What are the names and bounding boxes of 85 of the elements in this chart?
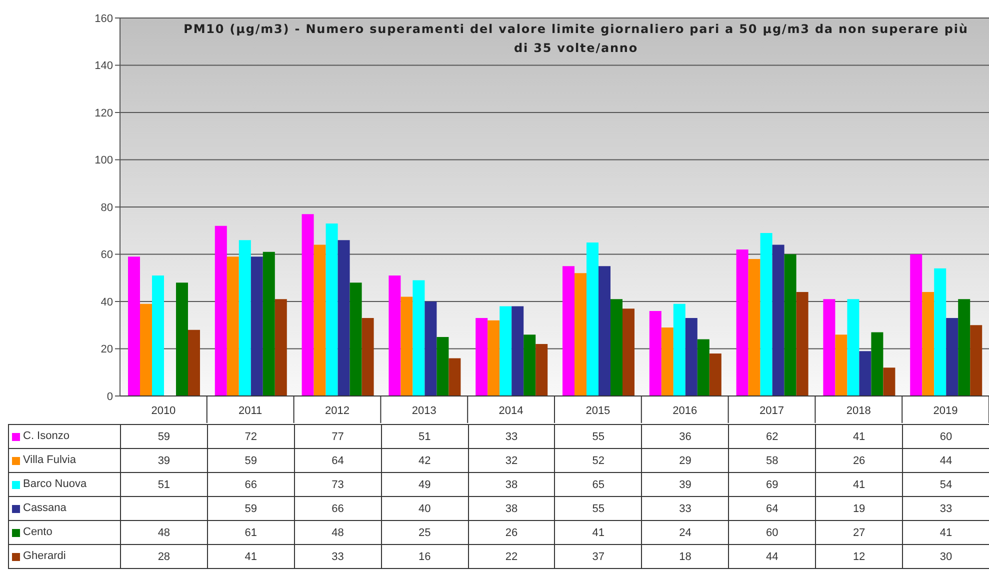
legend-label: Barco Nuova — [23, 478, 87, 491]
x-tick-label: 2019 — [933, 405, 958, 417]
x-tick-label: 2015 — [586, 405, 610, 417]
data-label: 51 — [120, 472, 208, 496]
data-label: 38 — [468, 472, 555, 496]
data-label: 41 — [816, 424, 903, 448]
data-label: 29 — [642, 448, 729, 472]
data-label: 59 — [120, 424, 208, 448]
data-label: 51 — [381, 424, 468, 448]
data-label: 19 — [816, 496, 903, 520]
legend-label: Cento — [23, 526, 52, 539]
y-tick-label: 0 — [106, 390, 113, 403]
x-tick-label: 2014 — [498, 405, 524, 417]
data-label: 55 — [554, 496, 642, 520]
data-label: 66 — [207, 472, 294, 496]
data-label: 49 — [381, 472, 468, 496]
y-tick-label: 100 — [94, 154, 113, 167]
y-tick-label: 140 — [94, 60, 113, 72]
data-label: 12 — [816, 544, 903, 568]
data-label: 69 — [728, 472, 816, 496]
x-tick-label: 2018 — [846, 405, 871, 417]
data-label: 77 — [294, 424, 382, 448]
data-label: 48 — [120, 520, 208, 544]
data-label: 60 — [902, 424, 989, 448]
data-label: 64 — [294, 448, 382, 472]
data-label: 44 — [728, 544, 816, 568]
data-label: 33 — [294, 544, 382, 568]
x-tick-label: 2017 — [760, 405, 784, 417]
data-label: 52 — [554, 448, 642, 472]
data-label: 61 — [207, 520, 294, 544]
y-tick-label: 80 — [100, 202, 113, 214]
data-label: 16 — [381, 544, 468, 568]
data-label: 25 — [381, 520, 468, 544]
data-label: 41 — [902, 520, 989, 544]
y-tick-label: 60 — [100, 249, 113, 262]
x-tick-label: 2010 — [151, 405, 176, 417]
data-label: 60 — [728, 520, 816, 544]
data-label: 38 — [468, 496, 555, 520]
data-label: 32 — [468, 448, 555, 472]
data-label: 33 — [642, 496, 729, 520]
data-label: 62 — [728, 424, 816, 448]
data-label: 58 — [728, 448, 816, 472]
data-label: 36 — [642, 424, 729, 448]
data-label: 33 — [902, 496, 989, 520]
x-tick-label: 2012 — [325, 405, 350, 417]
data-label: 59 — [207, 448, 294, 472]
data-label: 73 — [294, 472, 382, 496]
legend-label: Cassana — [23, 502, 66, 515]
legend-label: Gherardi — [23, 550, 66, 563]
y-tick-label: 20 — [100, 344, 113, 356]
data-label: 59 — [207, 496, 294, 520]
data-label: 33 — [468, 424, 555, 448]
data-label: 55 — [554, 424, 642, 448]
data-label: 48 — [294, 520, 382, 544]
data-label: 72 — [207, 424, 294, 448]
data-label: 54 — [902, 472, 989, 496]
data-label: 26 — [816, 448, 903, 472]
data-label: 39 — [642, 472, 729, 496]
data-label: 41 — [554, 520, 642, 544]
data-label: 41 — [207, 544, 294, 568]
legend-label: C. Isonzo — [23, 430, 70, 443]
text: PM10 (µg/m3) - Numero superamenti del valore limite giornaliero pari a 50 µg/m3 da non superare più di 35 volte/anno — [182, 21, 970, 57]
data-label: 37 — [554, 544, 642, 568]
data-label: 30 — [902, 544, 989, 568]
data-label: 28 — [120, 544, 208, 568]
data-label: 27 — [816, 520, 903, 544]
data-label: 65 — [554, 472, 642, 496]
data-label: 18 — [642, 544, 729, 568]
data-label: 22 — [468, 544, 555, 568]
y-tick-label: 40 — [100, 296, 113, 308]
data-label: 26 — [468, 520, 555, 544]
y-tick-label: 160 — [94, 12, 113, 25]
x-tick-label: 2013 — [412, 405, 436, 417]
data-label: 41 — [816, 472, 903, 496]
x-tick-label: 2016 — [672, 405, 698, 417]
data-label: 64 — [728, 496, 816, 520]
data-label: 24 — [642, 520, 729, 544]
data-label: 39 — [120, 448, 208, 472]
data-label: 44 — [902, 448, 989, 472]
x-tick-label: 2011 — [238, 405, 262, 417]
data-label: 66 — [294, 496, 382, 520]
y-tick-label: 120 — [94, 107, 113, 120]
legend-label: Villa Fulvia — [23, 454, 76, 467]
data-label: 42 — [381, 448, 468, 472]
data-label: 40 — [381, 496, 468, 520]
